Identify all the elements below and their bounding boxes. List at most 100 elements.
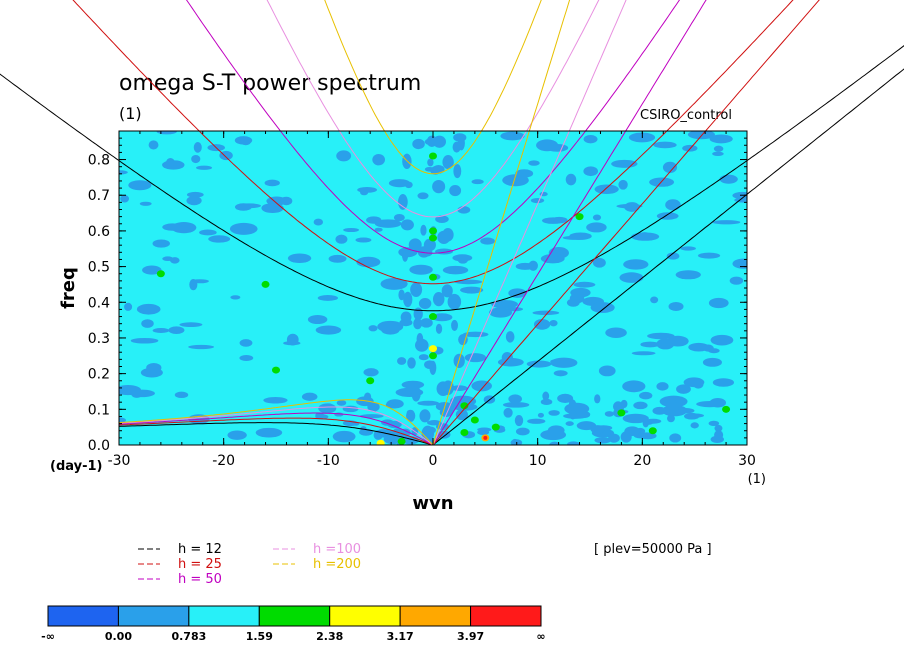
field-blob xyxy=(616,203,643,209)
field-spot xyxy=(429,273,437,281)
field-blob xyxy=(550,216,568,224)
field-blob xyxy=(307,314,328,325)
field-blob xyxy=(573,281,596,288)
y-tick-label: 0.0 xyxy=(88,438,110,454)
field-blob xyxy=(622,380,646,393)
field-blob xyxy=(406,409,414,415)
field-blob xyxy=(435,323,443,334)
field-blob xyxy=(398,194,408,210)
field-blob xyxy=(567,441,580,445)
y-tick-label: 0.7 xyxy=(88,188,110,204)
field-blob xyxy=(477,429,490,435)
field-background xyxy=(119,131,747,445)
field-blob xyxy=(548,410,560,416)
colorbar-label: 3.97 xyxy=(457,630,484,643)
field-blob xyxy=(506,307,524,312)
field-blob xyxy=(451,319,458,331)
colorbar-swatch xyxy=(188,605,260,627)
field-blob xyxy=(442,265,469,275)
field-blob xyxy=(637,404,645,409)
field-peak xyxy=(483,435,488,440)
inertio-gravity-curve xyxy=(324,0,542,175)
colorbar-swatch xyxy=(329,605,401,627)
field-blob xyxy=(442,380,454,396)
field-blob xyxy=(136,303,161,315)
field-blob xyxy=(710,435,725,444)
field-blob xyxy=(234,203,252,211)
field-blob xyxy=(712,151,724,156)
field-blob xyxy=(170,257,180,264)
field-spot xyxy=(429,234,437,242)
field-blob xyxy=(356,396,374,407)
field-blob xyxy=(502,174,529,187)
y-tick-label: 0.5 xyxy=(88,260,110,276)
field-blob xyxy=(355,237,372,243)
inertio-gravity-curve xyxy=(0,45,904,312)
field-blob xyxy=(586,222,607,233)
field-blob xyxy=(540,398,553,406)
legend-label: h =100 xyxy=(313,542,361,557)
field-blob xyxy=(583,166,599,177)
field-blob xyxy=(624,426,640,437)
field-blob xyxy=(179,322,203,328)
field-spot xyxy=(470,416,479,424)
y-tick-label: 0.4 xyxy=(88,295,110,311)
field-spot xyxy=(617,409,626,417)
field-blob xyxy=(550,358,571,364)
field-blob xyxy=(413,307,423,321)
field-blob xyxy=(566,298,580,307)
field-blob xyxy=(732,258,747,269)
field-blob xyxy=(709,398,727,408)
field-blob xyxy=(427,420,442,426)
field-blob xyxy=(408,238,422,252)
field-blob xyxy=(411,385,421,402)
field-blob xyxy=(336,400,347,406)
field-spot xyxy=(397,437,406,445)
rossby-curve xyxy=(118,422,434,446)
field-blob xyxy=(712,378,735,387)
field-blob xyxy=(139,201,152,206)
field-blob xyxy=(457,135,465,151)
field-blob xyxy=(669,302,681,311)
x-tick-label: 20 xyxy=(633,453,651,469)
field-blob xyxy=(148,140,159,150)
field-blob xyxy=(287,253,312,263)
field-blob xyxy=(553,370,568,377)
field-blob xyxy=(388,179,411,188)
y-tick-label: 0.8 xyxy=(88,153,110,169)
field-blob xyxy=(424,138,436,146)
field-blob xyxy=(401,380,425,389)
field-blob xyxy=(719,174,738,184)
field-blob xyxy=(130,337,159,344)
field-blob xyxy=(366,216,382,224)
field-blob xyxy=(471,380,492,392)
field-blob xyxy=(503,407,513,418)
field-blob xyxy=(315,414,329,420)
field-blob xyxy=(549,441,560,445)
field-blob xyxy=(528,160,540,166)
field-blob xyxy=(650,296,659,304)
field-blob xyxy=(418,298,432,310)
field-blob xyxy=(455,409,468,421)
x-unit-label: (1) xyxy=(748,472,766,487)
field-blob xyxy=(608,433,620,443)
field-blob xyxy=(500,131,525,141)
field-blob xyxy=(709,134,733,144)
field-blob xyxy=(598,365,616,377)
field-blob xyxy=(431,313,453,322)
field-blob xyxy=(193,142,202,153)
field-blob xyxy=(439,408,453,417)
field-blob xyxy=(569,409,577,420)
inertio-gravity-curve xyxy=(72,0,794,285)
field-blob xyxy=(420,318,433,328)
field-blob xyxy=(514,414,524,427)
x-tick-label: 0 xyxy=(429,453,438,469)
colorbar-swatch xyxy=(117,605,190,627)
field-blob xyxy=(661,405,688,417)
field-blob xyxy=(230,295,241,300)
field-blob xyxy=(430,166,441,175)
kelvin-curve xyxy=(432,0,627,446)
field-blob xyxy=(682,144,698,152)
field-spot xyxy=(429,352,437,360)
